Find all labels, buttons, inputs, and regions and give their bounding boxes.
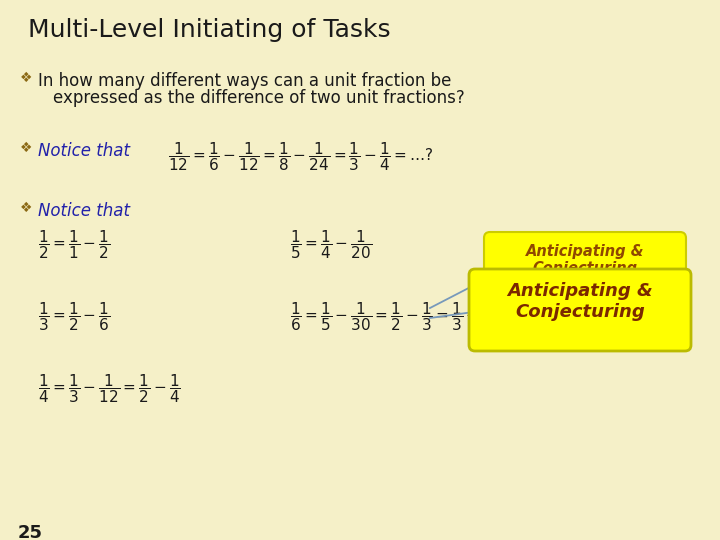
- Text: $\dfrac{1}{6}=\dfrac{1}{5}-\dfrac{1}{30}=\dfrac{1}{2}-\dfrac{1}{3}=\dfrac{1}{3}-: $\dfrac{1}{6}=\dfrac{1}{5}-\dfrac{1}{30}…: [290, 300, 564, 333]
- Text: ❖: ❖: [20, 201, 32, 215]
- Text: Notice that: Notice that: [38, 202, 130, 220]
- Text: ❖: ❖: [20, 141, 32, 155]
- Text: Notice that: Notice that: [38, 142, 130, 160]
- Text: 25: 25: [18, 524, 43, 540]
- FancyBboxPatch shape: [484, 232, 686, 302]
- Text: $\dfrac{1}{4}=\dfrac{1}{3}-\dfrac{1}{12}=\dfrac{1}{2}-\dfrac{1}{4}$: $\dfrac{1}{4}=\dfrac{1}{3}-\dfrac{1}{12}…: [38, 372, 181, 405]
- Text: $\dfrac{1}{3}=\dfrac{1}{2}-\dfrac{1}{6}$: $\dfrac{1}{3}=\dfrac{1}{2}-\dfrac{1}{6}$: [38, 300, 110, 333]
- FancyBboxPatch shape: [469, 269, 691, 351]
- Text: Anticipating &
Conjecturing: Anticipating & Conjecturing: [526, 244, 644, 276]
- Text: Multi-Level Initiating of Tasks: Multi-Level Initiating of Tasks: [28, 18, 391, 42]
- Text: $\dfrac{1}{2}=\dfrac{1}{1}-\dfrac{1}{2}$: $\dfrac{1}{2}=\dfrac{1}{1}-\dfrac{1}{2}$: [38, 228, 110, 261]
- Text: $\dfrac{1}{12}=\dfrac{1}{6}-\dfrac{1}{12}=\dfrac{1}{8}-\dfrac{1}{24}=\dfrac{1}{3: $\dfrac{1}{12}=\dfrac{1}{6}-\dfrac{1}{12…: [168, 140, 433, 173]
- Text: ❖: ❖: [20, 71, 32, 85]
- Text: Anticipating &
Conjecturing: Anticipating & Conjecturing: [507, 282, 653, 321]
- Text: expressed as the difference of two unit fractions?: expressed as the difference of two unit …: [53, 89, 464, 107]
- Text: In how many different ways can a unit fraction be: In how many different ways can a unit fr…: [38, 72, 451, 90]
- Text: $\dfrac{1}{5}=\dfrac{1}{4}-\dfrac{1}{20}$: $\dfrac{1}{5}=\dfrac{1}{4}-\dfrac{1}{20}…: [290, 228, 372, 261]
